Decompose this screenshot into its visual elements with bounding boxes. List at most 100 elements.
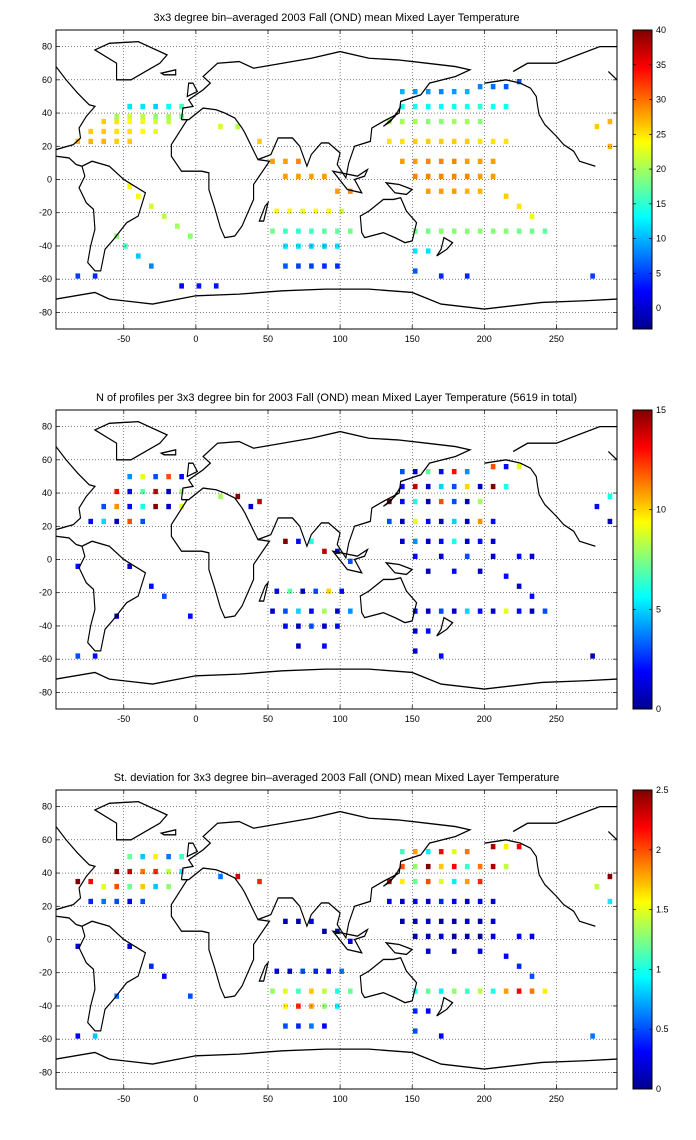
bin-cell xyxy=(127,518,133,525)
bin-cell xyxy=(127,488,133,495)
bin-cell xyxy=(425,948,431,954)
bin-cell xyxy=(516,608,522,614)
colorbar-tick-label: 0.5 xyxy=(656,1024,669,1034)
bin-cell xyxy=(607,493,613,500)
bin-cell xyxy=(335,1003,340,1009)
bin-cell xyxy=(412,538,418,544)
bin-cell xyxy=(412,498,418,505)
y-tick-label: -80 xyxy=(39,1067,52,1077)
panel-2: N of profiles per 3x3 degree bin for 200… xyxy=(39,392,666,724)
y-tick-label: 60 xyxy=(42,75,52,85)
bin-cell xyxy=(503,193,509,199)
bin-cell xyxy=(594,883,600,890)
bin-cell xyxy=(296,243,301,249)
x-tick-label: 150 xyxy=(405,1094,420,1104)
x-tick-label: 0 xyxy=(193,1094,198,1104)
bin-cell xyxy=(400,863,405,870)
y-tick-label: 40 xyxy=(42,108,52,118)
chart-title: 3x3 degree bin–averaged 2003 Fall (OND) … xyxy=(153,12,519,24)
bin-cell xyxy=(140,503,146,510)
bin-cell xyxy=(296,538,301,544)
bin-cell xyxy=(313,208,319,214)
bin-cell xyxy=(348,988,353,994)
bin-cell xyxy=(309,918,314,924)
bin-cell xyxy=(101,503,107,510)
plot-area xyxy=(55,29,618,330)
bin-cell xyxy=(438,608,444,614)
bin-cell xyxy=(114,518,120,525)
bin-cell xyxy=(451,469,457,475)
bin-cell xyxy=(490,84,496,90)
bin-cell xyxy=(425,918,431,924)
bin-cell xyxy=(490,844,496,850)
bin-cell xyxy=(490,898,496,905)
bin-cell xyxy=(607,518,613,525)
bin-cell xyxy=(335,928,340,934)
bin-cell xyxy=(451,933,457,939)
grid xyxy=(56,30,617,329)
bin-cell xyxy=(235,493,241,500)
bin-cell xyxy=(451,158,457,164)
bin-cell xyxy=(127,854,133,860)
bin-cell xyxy=(339,208,345,214)
bin-cell xyxy=(153,868,158,875)
bin-cell xyxy=(313,968,319,974)
bin-cell xyxy=(590,1033,595,1039)
colorbar-tick-label: 0 xyxy=(656,303,661,313)
bin-cell xyxy=(166,868,171,875)
bin-cell xyxy=(529,228,535,234)
bin-cell xyxy=(300,968,306,974)
bin-cell xyxy=(166,474,171,480)
bin-cell xyxy=(127,138,133,145)
bin-cell xyxy=(179,503,184,510)
bin-cell xyxy=(400,138,405,145)
bin-cell xyxy=(101,138,107,145)
y-tick-label: -60 xyxy=(39,274,52,284)
bin-cell xyxy=(425,568,431,574)
bin-cell xyxy=(477,518,483,525)
bin-cell xyxy=(309,263,314,269)
bin-cell xyxy=(322,1023,327,1029)
bin-cell xyxy=(309,228,314,234)
bin-cell xyxy=(296,1003,301,1009)
bin-cell xyxy=(114,868,120,875)
bin-cell xyxy=(464,228,470,234)
bin-cell xyxy=(114,488,120,495)
bin-cell xyxy=(464,518,470,525)
y-tick-label: 80 xyxy=(42,422,52,432)
bin-cell xyxy=(335,263,340,269)
bin-cell xyxy=(339,588,345,594)
bin-cell xyxy=(75,1033,81,1039)
bin-cell xyxy=(92,1033,98,1039)
bin-cell xyxy=(92,273,98,279)
bin-cell xyxy=(438,1033,444,1039)
bin-cell xyxy=(188,993,193,999)
bin-cell xyxy=(283,158,288,164)
bin-cell xyxy=(348,608,353,614)
bin-cell xyxy=(503,84,509,90)
y-tick-label: 20 xyxy=(42,901,52,911)
bin-cell xyxy=(425,138,431,145)
bin-cell xyxy=(149,203,154,209)
colorbar-tick-label: 0 xyxy=(656,1084,661,1094)
y-tick-label: 0 xyxy=(47,935,52,945)
bin-cell xyxy=(412,988,418,994)
bin-cell xyxy=(140,113,146,120)
bin-cell xyxy=(101,118,107,125)
bin-cell xyxy=(348,558,353,564)
x-tick-label: 200 xyxy=(477,714,492,724)
bin-cell xyxy=(335,623,340,629)
bin-cell xyxy=(425,89,431,95)
bin-cell xyxy=(477,538,483,544)
bin-cell xyxy=(477,498,483,505)
bin-cell xyxy=(127,883,133,890)
bin-cell xyxy=(114,898,120,905)
bin-cell xyxy=(296,228,301,234)
bin-cell xyxy=(400,518,405,525)
bin-cell xyxy=(179,868,184,875)
bin-cell xyxy=(425,228,431,234)
bin-cell xyxy=(166,488,171,495)
bin-cell xyxy=(607,143,613,150)
bin-cell xyxy=(127,474,133,480)
x-tick-label: 0 xyxy=(193,334,198,344)
